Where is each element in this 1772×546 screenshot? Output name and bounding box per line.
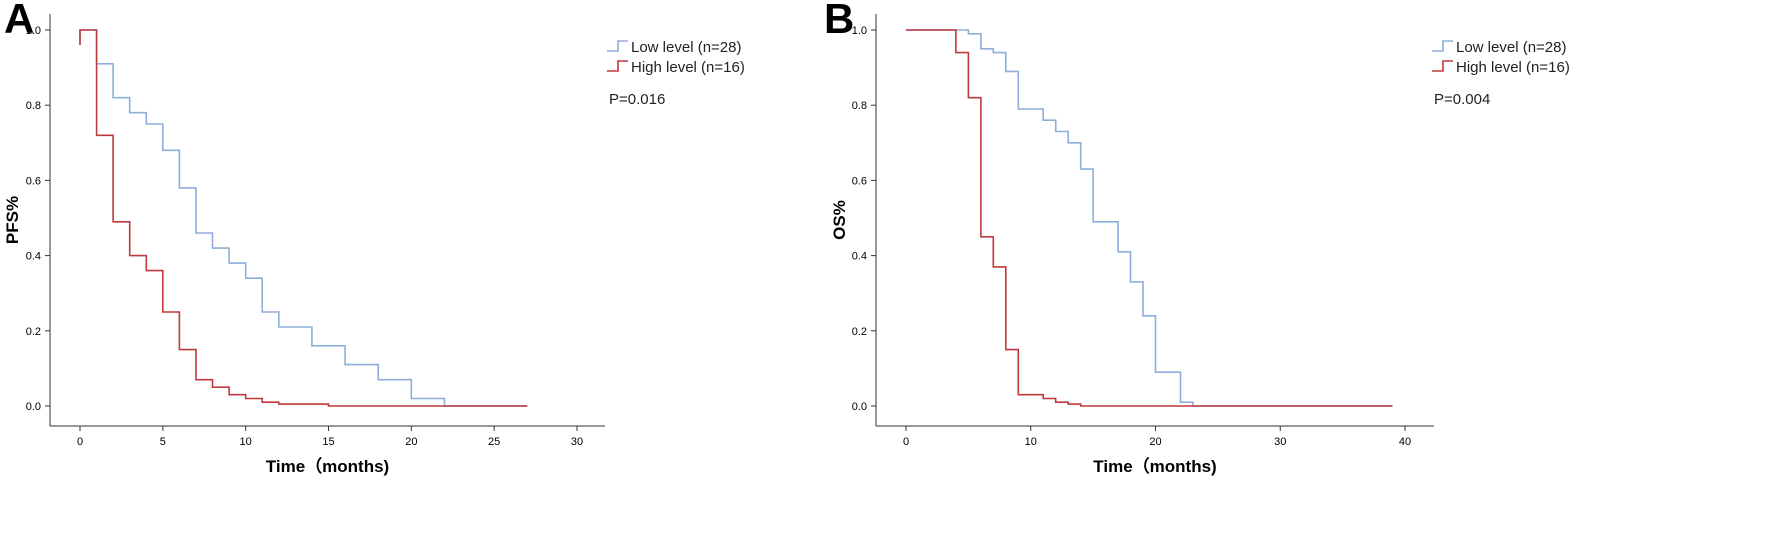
legend-label: High level (n=16) (631, 59, 745, 76)
x-tick-label: 30 (1274, 436, 1286, 448)
x-tick-label: 25 (488, 436, 500, 448)
panel-letter: B (824, 0, 854, 42)
x-axis-title: Time（months) (266, 456, 389, 476)
x-tick-label: 20 (405, 436, 417, 448)
legend-key-high-level (1432, 60, 1453, 72)
y-tick-label: 0.8 (852, 100, 867, 112)
km-curve-high-level (906, 29, 1393, 407)
x-tick-label: 20 (1149, 436, 1161, 448)
panel-b: B 0.0 0.2 0.4 0.6 0.8 1.0 0 10 20 30 40 OS% Time（mont… (824, 0, 1570, 476)
p-value-annotation: P=0.004 (1434, 91, 1490, 108)
y-tick-label: 0.6 (852, 175, 867, 187)
panel-letter: A (4, 0, 34, 42)
x-tick-label: 10 (240, 436, 252, 448)
x-axis-title: Time（months) (1093, 456, 1216, 476)
km-curve-low-level (79, 29, 528, 407)
legend-label: Low level (n=28) (1456, 39, 1566, 56)
y-tick-label: 0.0 (852, 401, 867, 413)
x-tick-label: 30 (571, 436, 583, 448)
y-tick-label: 0.8 (26, 100, 41, 112)
y-tick-label: 0.0 (26, 401, 41, 413)
km-curve-high-level (79, 29, 528, 407)
y-axis-title: PFS% (3, 196, 22, 244)
x-tick-label: 40 (1399, 436, 1411, 448)
km-curve-low-level (906, 29, 1393, 407)
legend-key-high-level (607, 60, 628, 72)
legend-key-low-level (607, 40, 628, 52)
legend-key-low-level (1432, 40, 1453, 52)
legend-label: Low level (n=28) (631, 39, 741, 56)
y-tick-label: 1.0 (852, 25, 867, 37)
y-axis-title: OS% (830, 200, 849, 240)
p-value-annotation: P=0.016 (609, 91, 665, 108)
x-tick-label: 0 (77, 436, 83, 448)
y-tick-label: 0.6 (26, 175, 41, 187)
panel-a: A 0.0 0.2 0.4 0.6 0.8 1.0 0 5 10 15 20 25 30 PFS% Time（… (3, 0, 745, 476)
x-tick-label: 5 (160, 436, 166, 448)
x-tick-label: 15 (322, 436, 334, 448)
y-tick-label: 0.4 (26, 251, 41, 263)
y-tick-label: 0.2 (26, 326, 41, 338)
y-tick-label: 1.0 (26, 25, 41, 37)
y-tick-label: 0.2 (852, 326, 867, 338)
legend-label: High level (n=16) (1456, 59, 1570, 76)
x-tick-label: 0 (903, 436, 909, 448)
y-tick-label: 0.4 (852, 251, 867, 263)
x-tick-label: 10 (1025, 436, 1037, 448)
